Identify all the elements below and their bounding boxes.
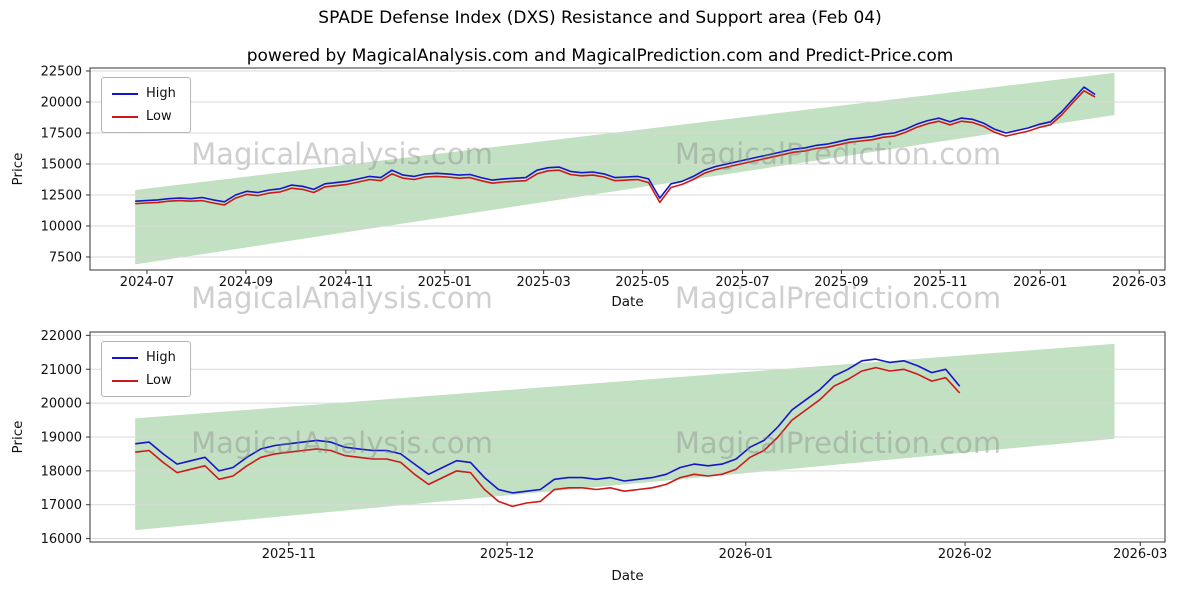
x-tick-label: 2025-03	[516, 275, 570, 290]
x-tick-label: 2025-07	[715, 275, 769, 290]
x-tick-label: 2026-02	[938, 547, 992, 562]
chart-title: SPADE Defense Index (DXS) Resistance and…	[318, 8, 882, 28]
y-tick-label: 10000	[41, 219, 82, 234]
y-tick-label: 20000	[41, 95, 82, 110]
low-line	[135, 89, 1096, 206]
bottom-chart-svg: 16000 17000 18000 19000 20000 21000 22000 2025-…	[10, 329, 1167, 584]
bottom-chart-legend: High Low	[101, 341, 191, 397]
y-tick-label: 16000	[41, 532, 82, 547]
bottom-chart: 16000 17000 18000 19000 20000 21000 22000 2025-…	[0, 325, 1200, 600]
x-tick-label: 2025-01	[418, 275, 472, 290]
legend-line-sample	[112, 115, 138, 118]
x-tick-label: 2025-11	[262, 547, 316, 562]
legend-label: Low	[146, 373, 172, 388]
y-tick-label: 17500	[41, 126, 82, 141]
y-tick-label: 22000	[41, 329, 82, 344]
legend-label: High	[146, 350, 176, 365]
y-tick-label: 7500	[49, 250, 82, 265]
y-tick-label: 18000	[41, 464, 82, 479]
high-line	[135, 86, 1096, 203]
top-chart-svg: 7500 10000 12500 15000 17500 20000 22500 2024-0…	[10, 64, 1166, 310]
high-line	[135, 358, 961, 494]
x-tick-label: 2026-03	[1112, 275, 1166, 290]
y-tick-label: 17000	[41, 498, 82, 513]
x-tick-label: 2025-12	[480, 547, 534, 562]
legend-item-low: Low	[112, 109, 176, 124]
x-tick-label: 2025-09	[814, 275, 868, 290]
legend-item-low: Low	[112, 373, 176, 388]
x-axis-label: Date	[611, 568, 643, 584]
legend-line-sample	[112, 356, 138, 359]
y-axis-label: Price	[10, 421, 26, 454]
plot-border	[89, 331, 1166, 543]
top-chart: 7500 10000 12500 15000 17500 20000 22500 2024-0…	[0, 60, 1200, 312]
x-tick-label: 2024-09	[219, 275, 273, 290]
plot-border	[89, 67, 1166, 271]
y-tick-label: 22500	[41, 64, 82, 79]
x-tick-label: 2024-11	[319, 275, 373, 290]
support-resistance-band	[135, 72, 1115, 265]
x-tick-label: 2026-01	[1013, 275, 1067, 290]
legend-label: High	[146, 86, 176, 101]
legend-line-sample	[112, 92, 138, 95]
x-tick-label: 2024-07	[120, 275, 174, 290]
x-axis-label: Date	[611, 294, 643, 310]
y-tick-label: 15000	[41, 157, 82, 172]
y-tick-label: 12500	[41, 188, 82, 203]
y-tick-label: 19000	[41, 431, 82, 446]
x-tick-label: 2025-05	[615, 275, 669, 290]
y-tick-label: 20000	[41, 397, 82, 412]
chart-subtitle: powered by MagicalAnalysis.com and Magic…	[246, 46, 954, 66]
x-tick-label: 2025-11	[913, 275, 967, 290]
x-tick-label: 2026-01	[719, 547, 773, 562]
legend-label: Low	[146, 109, 172, 124]
y-axis-label: Price	[10, 153, 26, 186]
top-chart-legend: High Low	[101, 77, 191, 133]
y-tick-label: 21000	[41, 363, 82, 378]
legend-line-sample	[112, 379, 138, 382]
legend-item-high: High	[112, 350, 176, 365]
legend-item-high: High	[112, 86, 176, 101]
x-tick-label: 2026-03	[1113, 547, 1167, 562]
low-line	[135, 366, 961, 508]
